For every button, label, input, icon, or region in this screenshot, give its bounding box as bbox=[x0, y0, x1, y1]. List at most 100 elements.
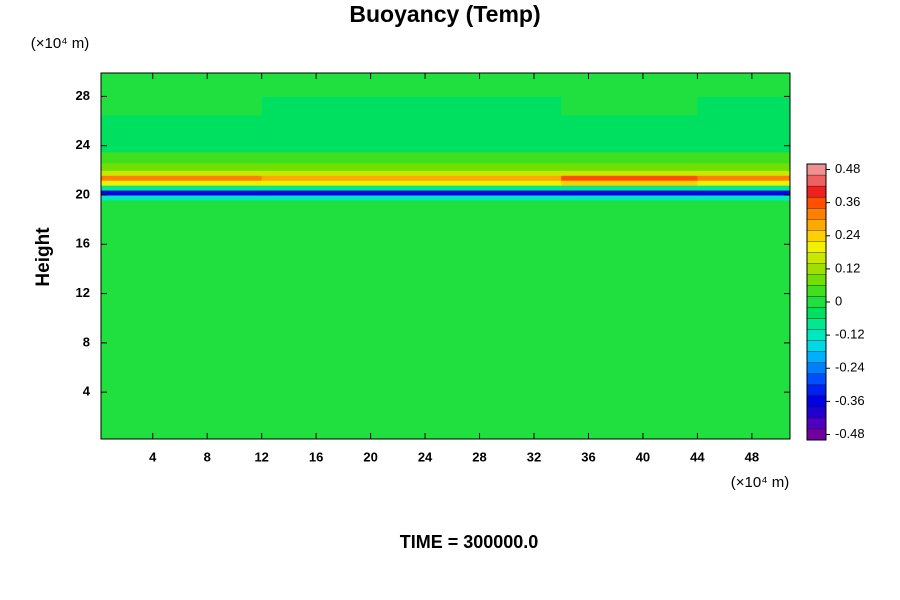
colorbar-band bbox=[806, 318, 827, 330]
colorbar-tick-label: -0.24 bbox=[835, 360, 865, 375]
y-unit: (×10⁴ m) bbox=[31, 35, 90, 52]
colorbar-band bbox=[806, 395, 827, 408]
y-tick-label: 24 bbox=[76, 137, 91, 152]
colorbar-tick-label: 0.24 bbox=[835, 227, 860, 242]
colorbar-band bbox=[806, 417, 827, 430]
colorbar-band bbox=[806, 185, 827, 198]
plot-frame bbox=[100, 72, 791, 440]
y-tick-label: 4 bbox=[83, 384, 91, 399]
heat-cell bbox=[697, 114, 791, 134]
colorbar-tick-label: 0.36 bbox=[835, 194, 860, 209]
heat-cell bbox=[697, 170, 791, 176]
colorbar-band bbox=[806, 263, 827, 275]
heat-cell bbox=[101, 133, 263, 153]
heat-cell bbox=[261, 73, 562, 97]
heat-cell bbox=[101, 151, 263, 164]
heat-cell bbox=[697, 133, 791, 153]
x-tick-label: 12 bbox=[254, 449, 268, 464]
colorbar-band bbox=[806, 174, 827, 187]
colorbar-band bbox=[806, 384, 827, 396]
heat-cell bbox=[101, 170, 263, 176]
heat-cell bbox=[101, 114, 263, 134]
heat-cell bbox=[697, 190, 791, 196]
x-tick-label: 32 bbox=[527, 449, 541, 464]
x-tick-label: 48 bbox=[745, 449, 759, 464]
heat-cell bbox=[101, 175, 263, 181]
colorbar-band bbox=[806, 307, 827, 319]
colorbar-band bbox=[806, 219, 827, 231]
colorbar-band bbox=[806, 329, 827, 341]
footer-time: TIME = 300000.0 bbox=[400, 532, 539, 552]
colorbar-band bbox=[806, 241, 827, 253]
heat-cell bbox=[561, 180, 698, 186]
chart-title: Buoyancy (Temp) bbox=[349, 1, 540, 27]
heat-cell bbox=[261, 162, 562, 171]
colorbar-band bbox=[806, 362, 827, 374]
colorbar-band bbox=[806, 373, 827, 385]
y-axis-label: Height bbox=[33, 227, 54, 287]
heat-cell bbox=[697, 199, 791, 440]
y-tick-label: 20 bbox=[76, 186, 90, 201]
heat-cell bbox=[697, 73, 791, 97]
heat-cell bbox=[561, 73, 698, 97]
colorbar-tick-label: -0.36 bbox=[835, 393, 865, 408]
heat-cell bbox=[697, 162, 791, 171]
heat-cell bbox=[561, 175, 698, 181]
heat-cell bbox=[561, 195, 698, 201]
x-tick-label: 20 bbox=[363, 449, 377, 464]
heat-cell bbox=[261, 195, 562, 201]
x-tick-label: 24 bbox=[418, 449, 433, 464]
heat-cell bbox=[101, 180, 263, 186]
heat-cell bbox=[101, 162, 263, 171]
colorbar-tick-label: 0.12 bbox=[835, 260, 860, 275]
colorbar-tick-label: 0.48 bbox=[835, 161, 860, 176]
heat-cell bbox=[261, 151, 562, 164]
colorbar-tick-label: -0.12 bbox=[835, 327, 865, 342]
y-tick-label: 16 bbox=[76, 236, 90, 251]
colorbar-tick-label: -0.48 bbox=[835, 426, 865, 441]
heat-cell bbox=[561, 133, 698, 153]
colorbar-band bbox=[806, 340, 827, 352]
heat-cell bbox=[261, 190, 562, 196]
heat-cell bbox=[261, 170, 562, 176]
heat-cell bbox=[261, 96, 562, 116]
heat-cell bbox=[261, 114, 562, 134]
heat-cell bbox=[697, 195, 791, 201]
colorbar-band bbox=[806, 285, 827, 297]
colorbar-band bbox=[806, 274, 827, 286]
x-unit: (×10⁴ m) bbox=[731, 474, 790, 491]
heat-cell bbox=[101, 195, 263, 201]
heat-cell bbox=[697, 185, 791, 191]
heat-cell bbox=[561, 190, 698, 196]
colorbar-band bbox=[806, 406, 827, 419]
colorbar-band bbox=[806, 163, 827, 176]
x-tick-label: 28 bbox=[472, 449, 486, 464]
heat-cell bbox=[561, 114, 698, 134]
colorbar-band bbox=[806, 230, 827, 242]
y-tick-label: 28 bbox=[76, 88, 90, 103]
heat-cell bbox=[261, 133, 562, 153]
heat-cell bbox=[261, 175, 562, 181]
x-tick-label: 16 bbox=[309, 449, 323, 464]
heat-cell bbox=[561, 162, 698, 171]
x-tick-label: 8 bbox=[204, 449, 211, 464]
heat-cell bbox=[261, 185, 562, 191]
y-tick-label: 8 bbox=[83, 334, 90, 349]
heat-cell bbox=[561, 170, 698, 176]
heat-cell bbox=[561, 199, 698, 440]
colorbar-band bbox=[806, 351, 827, 363]
colorbar-band bbox=[806, 428, 827, 441]
y-tick-label: 12 bbox=[76, 285, 90, 300]
colorbar-band bbox=[806, 252, 827, 264]
colorbar-band bbox=[806, 208, 827, 220]
x-tick-label: 4 bbox=[149, 449, 157, 464]
heat-cell bbox=[261, 180, 562, 186]
heat-cell bbox=[561, 96, 698, 116]
heat-cell bbox=[697, 151, 791, 164]
x-tick-label: 44 bbox=[690, 449, 705, 464]
colorbar-band bbox=[806, 296, 827, 308]
heat-cell bbox=[101, 190, 263, 196]
heat-cell bbox=[697, 96, 791, 116]
x-tick-label: 40 bbox=[636, 449, 650, 464]
